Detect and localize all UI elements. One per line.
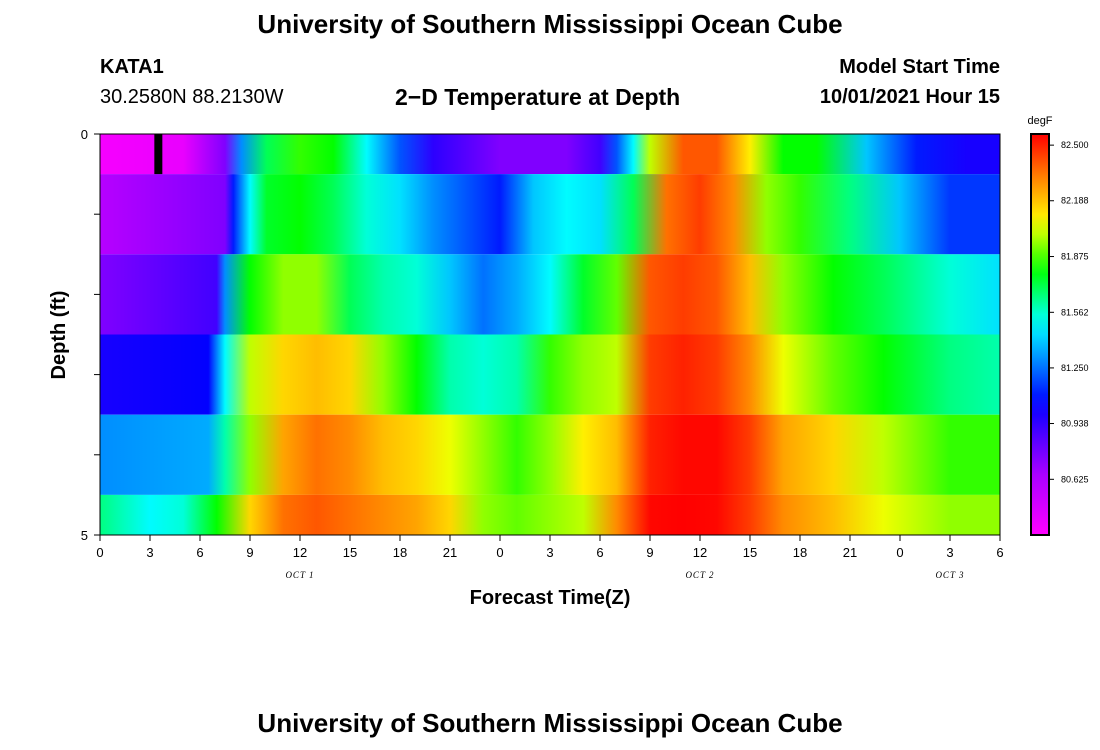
footer-title: University of Southern Mississippi Ocean… xyxy=(257,708,843,738)
x-tick-label: 18 xyxy=(393,545,407,560)
depth-layer-band xyxy=(100,174,1000,255)
x-tick-label: 9 xyxy=(246,545,253,560)
depth-layer-band xyxy=(100,494,1000,535)
date-label: OCT 3 xyxy=(935,570,964,580)
x-tick-label: 21 xyxy=(843,545,857,560)
colorbar-tick-label: 80.938 xyxy=(1061,419,1089,429)
x-tick-label: 18 xyxy=(793,545,807,560)
x-tick-label: 15 xyxy=(743,545,757,560)
x-tick-label: 3 xyxy=(146,545,153,560)
x-tick-label: 6 xyxy=(196,545,203,560)
date-label: OCT 2 xyxy=(685,570,714,580)
x-axis: 0 3 6 9 12 15 18 21 0 3 6 9 12 15 18 21 0 3 6 OCT 1 OCT 2 OCT… xyxy=(96,534,1004,580)
colorbar-frame xyxy=(1030,133,1050,536)
y-axis: 05 xyxy=(81,127,101,543)
colorbar-tick-label: 81.875 xyxy=(1061,252,1089,262)
station-coordinates: 30.2580N 88.2130W xyxy=(100,86,284,108)
x-tick-label: 0 xyxy=(496,545,503,560)
depth-layer-band xyxy=(100,254,1000,335)
x-tick-label: 0 xyxy=(896,545,903,560)
x-tick-label: 3 xyxy=(546,545,553,560)
colorbar-unit: degF xyxy=(1027,115,1052,127)
heatmap-layers xyxy=(100,134,1000,535)
depth-layer-band xyxy=(100,334,1000,415)
colorbar-tick-label: 81.562 xyxy=(1061,307,1089,317)
colorbar-tick-label: 81.250 xyxy=(1061,363,1089,373)
x-tick-label: 12 xyxy=(693,545,707,560)
date-label: OCT 1 xyxy=(285,570,314,580)
colorbar-ticks: 82.500 82.188 81.875 81.562 81.250 80.938 80.6… xyxy=(1049,140,1089,484)
x-tick-label: 3 xyxy=(946,545,953,560)
station-id: KATA1 xyxy=(100,56,164,78)
colorbar: degF 82.500 82.188 81.875 81.562 81.250 80.93… xyxy=(1027,115,1089,536)
x-tick-label: 21 xyxy=(443,545,457,560)
x-tick-label: 6 xyxy=(996,545,1003,560)
x-tick-label: 0 xyxy=(96,545,103,560)
chart-title: 2−D Temperature at Depth xyxy=(395,84,681,110)
x-tick-label: 15 xyxy=(343,545,357,560)
x-tick-label: 12 xyxy=(293,545,307,560)
colorbar-gradient xyxy=(1031,134,1049,535)
colorbar-tick-label: 82.188 xyxy=(1061,196,1089,206)
y-tick-label: 0 xyxy=(81,127,88,142)
page-title: University of Southern Mississippi Ocean… xyxy=(257,9,843,39)
depth-layer-band xyxy=(100,134,1000,175)
x-axis-title: Forecast Time(Z) xyxy=(470,587,631,609)
model-start-value: 10/01/2021 Hour 15 xyxy=(819,86,1000,108)
x-tick-label: 6 xyxy=(596,545,603,560)
colorbar-tick-label: 80.625 xyxy=(1061,474,1089,484)
model-start-label: Model Start Time xyxy=(839,56,1000,78)
colorbar-tick-label: 82.500 xyxy=(1061,140,1089,150)
y-tick-label: 5 xyxy=(81,528,88,543)
y-axis-title: Depth (ft) xyxy=(48,291,70,380)
current-time-marker xyxy=(154,134,163,175)
x-tick-label: 9 xyxy=(646,545,653,560)
depth-layer-band xyxy=(100,414,1000,495)
